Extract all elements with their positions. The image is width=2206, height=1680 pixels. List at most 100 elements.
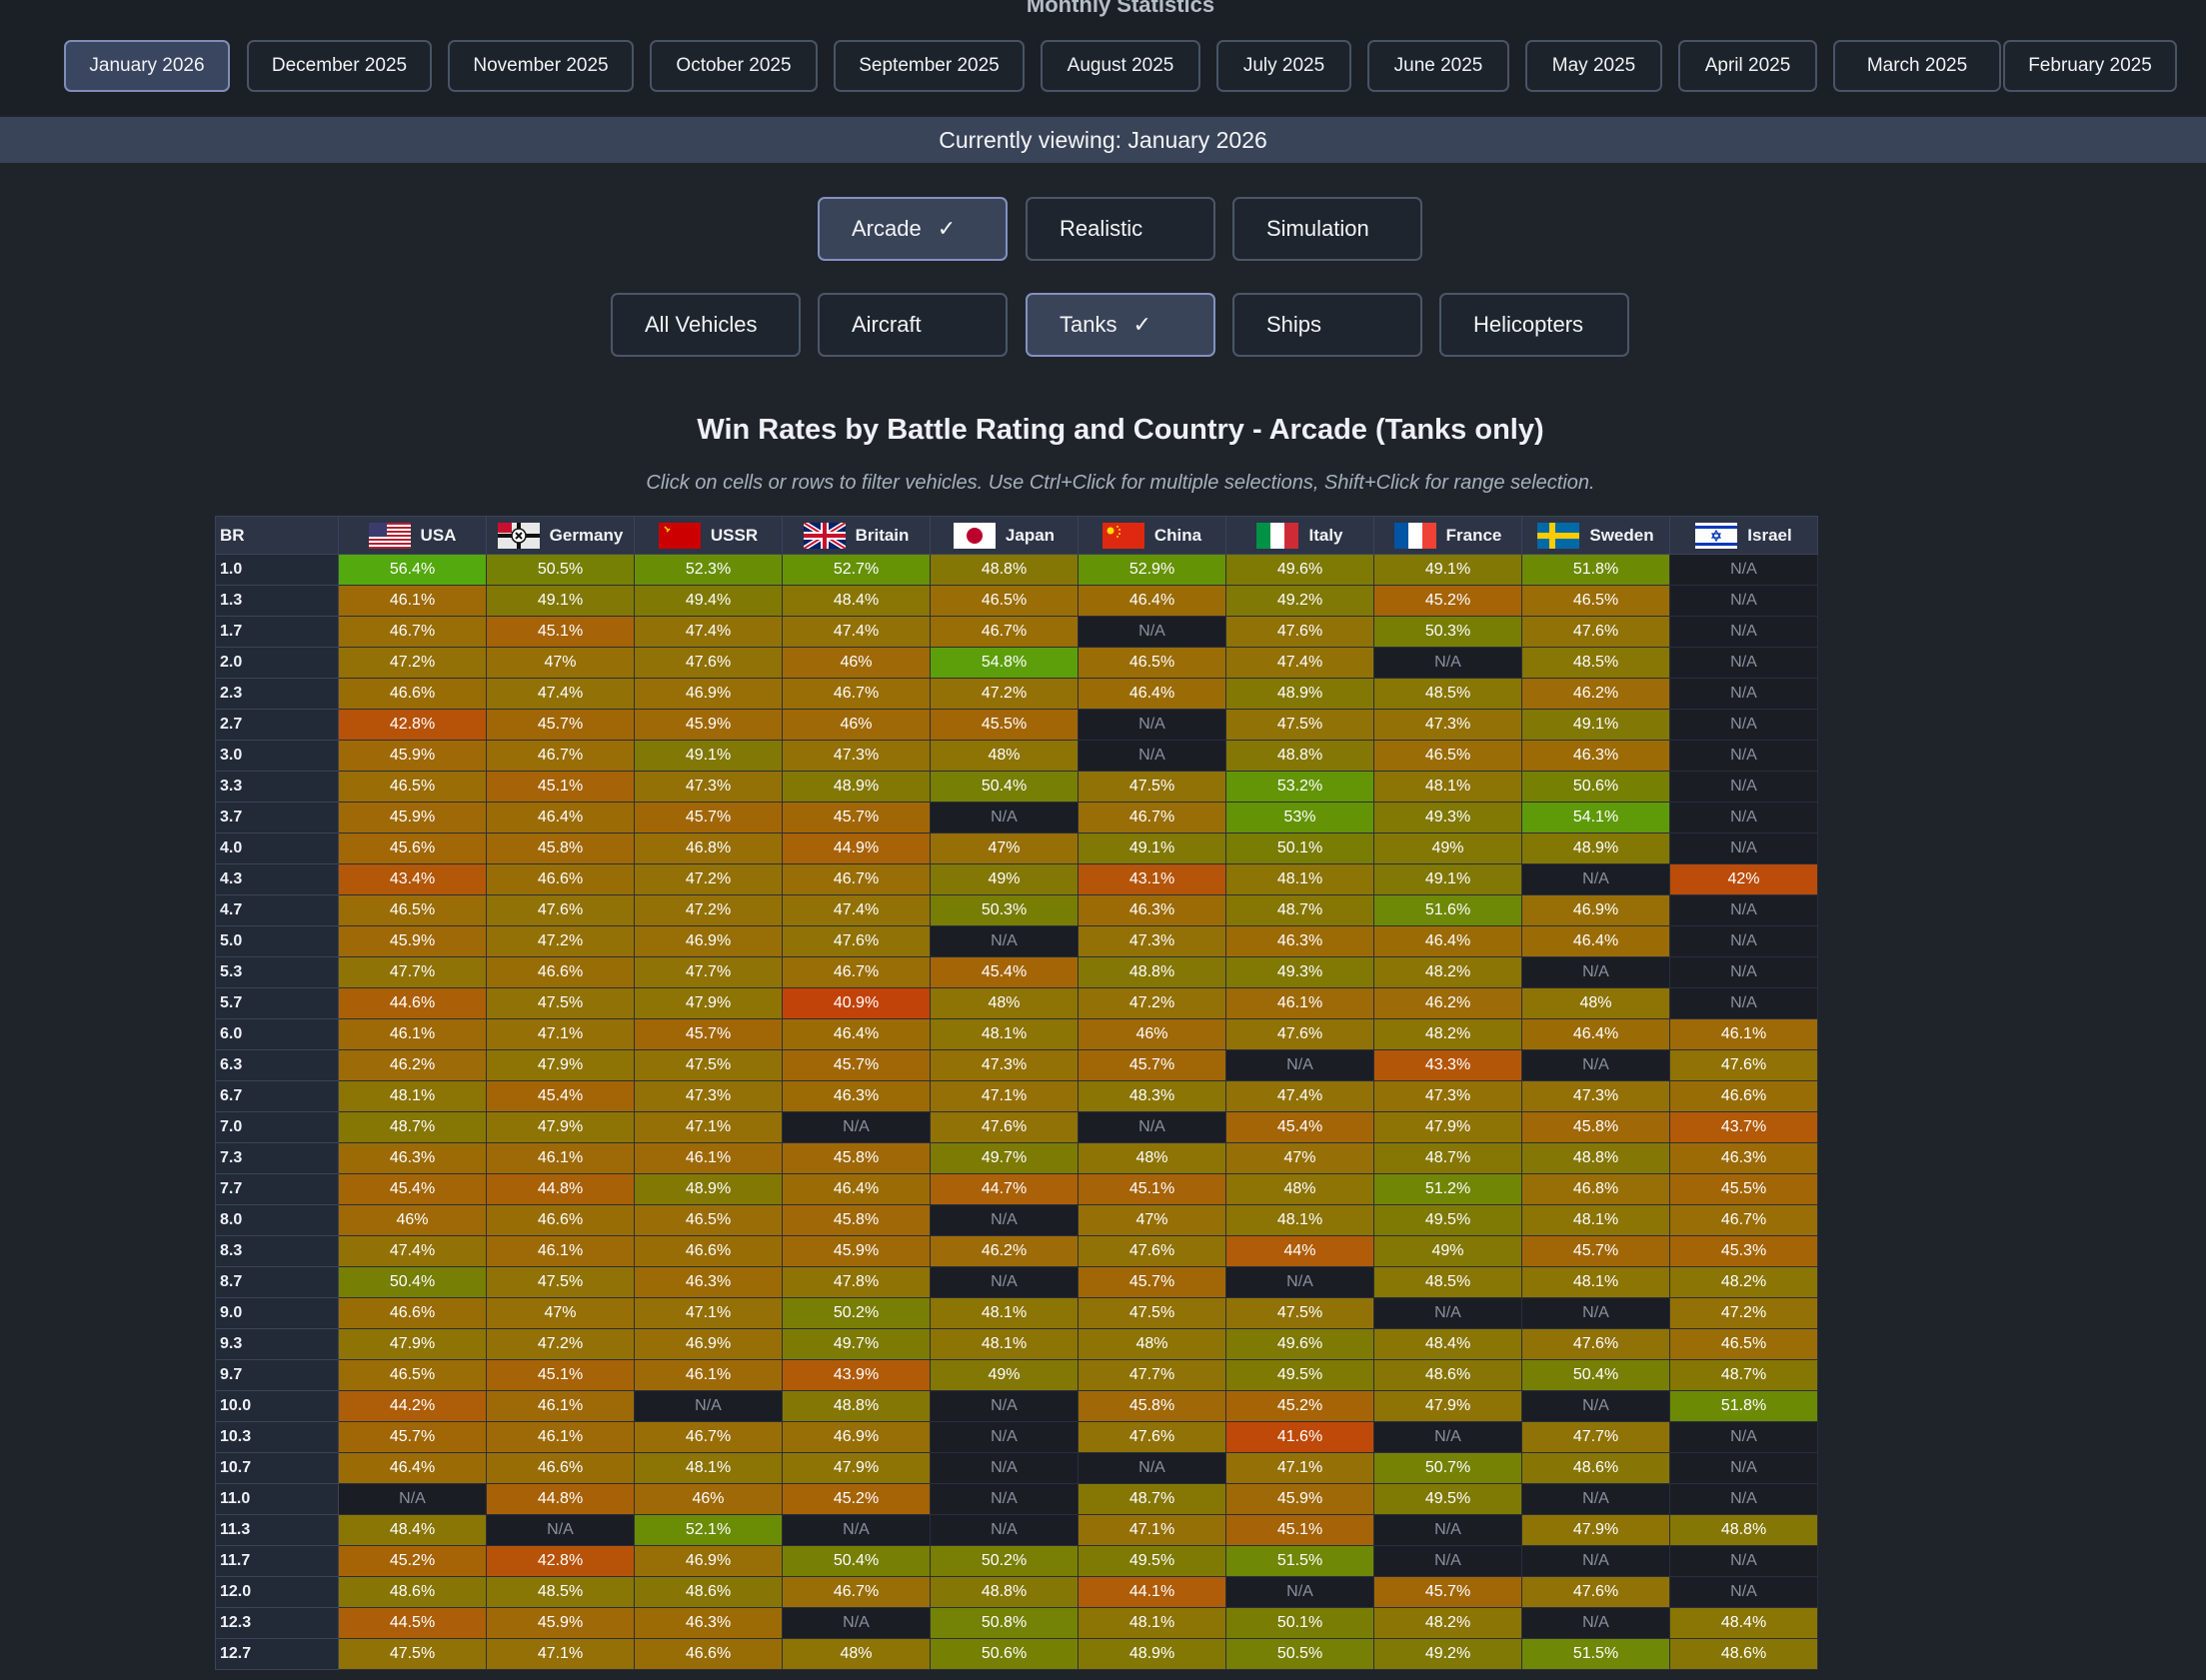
win-rate-cell[interactable]: 46.4% — [1521, 925, 1670, 957]
win-rate-cell[interactable]: 46.3% — [1225, 925, 1374, 957]
win-rate-cell[interactable]: 44.5% — [338, 1607, 487, 1639]
win-rate-cell[interactable]: 48.8% — [1225, 740, 1374, 772]
win-rate-cell[interactable]: 47.9% — [634, 987, 783, 1019]
win-rate-cell[interactable]: 47.2% — [1078, 987, 1226, 1019]
table-row[interactable]: 12.3 44.5% 45.9% 46.3% N/A 50.8% 48.1% 50.1% 48.… — [215, 1607, 1818, 1639]
win-rate-cell[interactable]: 44.8% — [486, 1173, 635, 1205]
table-row[interactable]: 5.0 45.9% 47.2% 46.9% 47.6% N/A 47.3% 46.3% 46.4… — [215, 925, 1818, 957]
win-rate-cell[interactable]: 43.7% — [1669, 1111, 1818, 1143]
win-rate-cell[interactable]: 46% — [634, 1483, 783, 1515]
win-rate-cell[interactable]: 48.6% — [1373, 1359, 1522, 1391]
win-rate-cell[interactable]: 48% — [930, 740, 1079, 772]
win-rate-cell[interactable]: 46.9% — [782, 1421, 931, 1453]
table-row[interactable]: 3.0 45.9% 46.7% 49.1% 47.3% 48% N/A 48.8% 46.5% 4… — [215, 740, 1818, 772]
br-cell[interactable]: 10.7 — [215, 1452, 339, 1484]
win-rate-cell[interactable]: 46.9% — [1521, 894, 1670, 926]
win-rate-cell[interactable]: 48.5% — [1373, 1266, 1522, 1298]
br-cell[interactable]: 10.0 — [215, 1390, 339, 1422]
win-rate-cell[interactable]: 45.7% — [1078, 1266, 1226, 1298]
win-rate-cell[interactable]: 46.6% — [486, 863, 635, 895]
type-button-tanks[interactable]: Tanks ✓ — [1026, 293, 1215, 357]
win-rate-cell[interactable]: 47.1% — [1225, 1452, 1374, 1484]
win-rate-cell[interactable]: 49.7% — [782, 1328, 931, 1360]
win-rate-cell[interactable]: 47.5% — [486, 987, 635, 1019]
win-rate-cell[interactable]: 45.7% — [782, 802, 931, 834]
win-rate-cell[interactable]: 46% — [338, 1204, 487, 1236]
win-rate-cell[interactable]: 46.3% — [1521, 740, 1670, 772]
win-rate-cell[interactable]: 45.4% — [930, 956, 1079, 988]
table-row[interactable]: 1.7 46.7% 45.1% 47.4% 47.4% 46.7% N/A 47.6% 50.3… — [215, 616, 1818, 648]
win-rate-cell[interactable]: 47.7% — [338, 956, 487, 988]
win-rate-cell[interactable]: 47.9% — [1373, 1390, 1522, 1422]
win-rate-cell[interactable]: 48.9% — [1521, 833, 1670, 864]
br-cell[interactable]: 5.0 — [215, 925, 339, 957]
country-header-ussr[interactable]: USSR — [634, 516, 783, 555]
type-button-helicopters[interactable]: Helicopters — [1439, 293, 1629, 357]
win-rate-cell[interactable]: 47.4% — [782, 616, 931, 648]
win-rate-cell[interactable]: N/A — [1669, 709, 1818, 741]
win-rate-cell[interactable]: 47.5% — [1078, 771, 1226, 803]
win-rate-cell[interactable]: 47.3% — [1521, 1080, 1670, 1112]
win-rate-cell[interactable]: 48.8% — [1669, 1514, 1818, 1546]
win-rate-cell[interactable]: 48.1% — [1078, 1607, 1226, 1639]
win-rate-cell[interactable]: 45.7% — [634, 802, 783, 834]
win-rate-cell[interactable]: 46.2% — [1521, 678, 1670, 710]
win-rate-cell[interactable]: 48.8% — [1078, 956, 1226, 988]
win-rate-cell[interactable]: N/A — [1373, 647, 1522, 679]
win-rate-cell[interactable]: N/A — [1669, 740, 1818, 772]
win-rate-cell[interactable]: 46.2% — [338, 1049, 487, 1081]
win-rate-cell[interactable]: 45.2% — [338, 1545, 487, 1577]
win-rate-cell[interactable]: N/A — [1669, 1545, 1818, 1577]
win-rate-cell[interactable]: N/A — [930, 1390, 1079, 1422]
table-row[interactable]: 10.0 44.2% 46.1% N/A 48.8% N/A 45.8% 45.2% 47.9%… — [215, 1390, 1818, 1422]
win-rate-cell[interactable]: 47.3% — [1373, 709, 1522, 741]
win-rate-cell[interactable]: 49.4% — [634, 585, 783, 617]
br-cell[interactable]: 8.0 — [215, 1204, 339, 1236]
win-rate-cell[interactable]: 46.7% — [930, 616, 1079, 648]
table-row[interactable]: 3.7 45.9% 46.4% 45.7% 45.7% N/A 46.7% 53% 49.3% 5… — [215, 802, 1818, 834]
win-rate-cell[interactable]: 46.5% — [1373, 740, 1522, 772]
win-rate-cell[interactable]: 46.5% — [338, 771, 487, 803]
win-rate-cell[interactable]: 47.1% — [634, 1297, 783, 1329]
win-rate-cell[interactable]: N/A — [1669, 616, 1818, 648]
br-cell[interactable]: 6.0 — [215, 1018, 339, 1050]
table-row[interactable]: 9.3 47.9% 47.2% 46.9% 49.7% 48.1% 48% 49.6% 48.4… — [215, 1328, 1818, 1360]
month-button-september-2025[interactable]: September 2025 — [834, 40, 1025, 92]
win-rate-cell[interactable]: 47.2% — [486, 925, 635, 957]
table-row[interactable]: 12.0 48.6% 48.5% 48.6% 46.7% 48.8% 44.1% N/A 45.… — [215, 1576, 1818, 1608]
win-rate-cell[interactable]: 46.4% — [1521, 1018, 1670, 1050]
win-rate-cell[interactable]: 45.1% — [1078, 1173, 1226, 1205]
win-rate-cell[interactable]: 49% — [1373, 1235, 1522, 1267]
win-rate-cell[interactable]: 46.1% — [486, 1390, 635, 1422]
win-rate-cell[interactable]: 46.6% — [486, 1204, 635, 1236]
win-rate-cell[interactable]: N/A — [1521, 956, 1670, 988]
win-rate-cell[interactable]: 48.6% — [1669, 1638, 1818, 1670]
win-rate-cell[interactable]: 47.4% — [486, 678, 635, 710]
win-rate-cell[interactable]: 50.2% — [930, 1545, 1079, 1577]
win-rate-cell[interactable]: 49.5% — [1373, 1204, 1522, 1236]
win-rate-cell[interactable]: 47.4% — [338, 1235, 487, 1267]
win-rate-cell[interactable]: 48.5% — [486, 1576, 635, 1608]
br-cell[interactable]: 5.7 — [215, 987, 339, 1019]
win-rate-cell[interactable]: N/A — [1225, 1266, 1374, 1298]
win-rate-cell[interactable]: 45.1% — [486, 771, 635, 803]
win-rate-cell[interactable]: 46.1% — [338, 585, 487, 617]
win-rate-cell[interactable]: 46.9% — [634, 925, 783, 957]
win-rate-cell[interactable]: 44.2% — [338, 1390, 487, 1422]
br-cell[interactable]: 8.7 — [215, 1266, 339, 1298]
win-rate-cell[interactable]: N/A — [782, 1607, 931, 1639]
win-rate-cell[interactable]: 49.1% — [1373, 863, 1522, 895]
win-rate-cell[interactable]: 47.9% — [338, 1328, 487, 1360]
win-rate-cell[interactable]: 47.6% — [1078, 1421, 1226, 1453]
table-row[interactable]: 6.0 46.1% 47.1% 45.7% 46.4% 48.1% 46% 47.6% 48.2… — [215, 1018, 1818, 1050]
win-rate-cell[interactable]: 46.6% — [338, 1297, 487, 1329]
win-rate-cell[interactable]: 44.9% — [782, 833, 931, 864]
win-rate-cell[interactable]: N/A — [1669, 802, 1818, 834]
win-rate-cell[interactable]: 46.1% — [338, 1018, 487, 1050]
win-rate-cell[interactable]: N/A — [1078, 709, 1226, 741]
win-rate-cell[interactable]: 46.5% — [1521, 585, 1670, 617]
win-rate-cell[interactable]: N/A — [1373, 1545, 1522, 1577]
win-rate-cell[interactable]: 48.2% — [1669, 1266, 1818, 1298]
month-button-may-2025[interactable]: May 2025 — [1525, 40, 1662, 92]
win-rate-cell[interactable]: 50.6% — [1521, 771, 1670, 803]
